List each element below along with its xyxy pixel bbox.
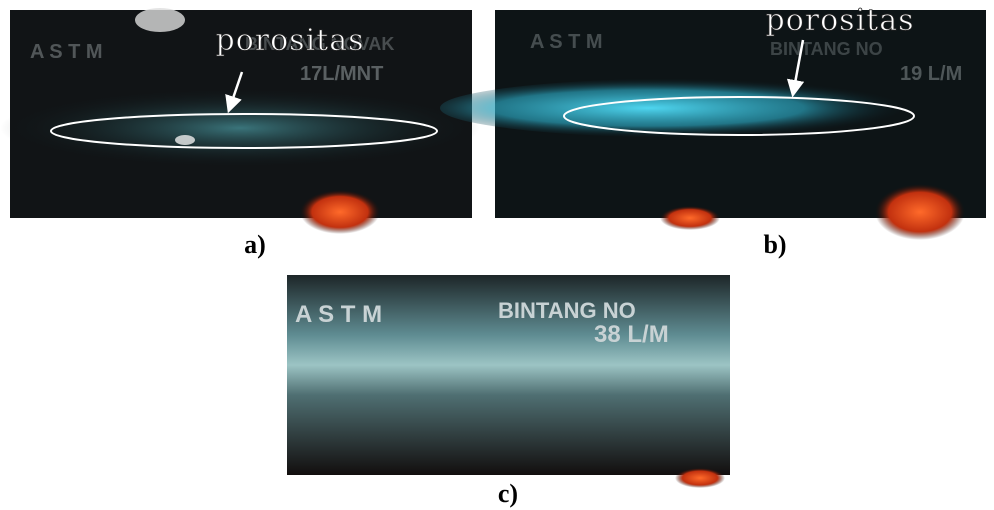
photo-text: A S T M [530, 31, 603, 53]
photo-text: 17L/MNT [300, 63, 383, 85]
light-spot [675, 468, 725, 488]
photo-text: 38 L/M [594, 321, 669, 348]
photo-text: A S T M [295, 301, 382, 328]
page: {"panels": [ {"label": "a)", "annotation… [0, 0, 994, 510]
light-spot [300, 190, 380, 234]
glare [175, 135, 195, 145]
photo-text: BINTANG NO [770, 39, 883, 59]
annotation: porositas [216, 23, 365, 58]
panel-a: A S T M BINTANG NOVAK 17L/MNT porositas [0, 8, 480, 234]
panel-b: A S T M BINTANG NO 19 L/M porositas [440, 3, 986, 240]
figure: A S T M BINTANG NOVAK 17L/MNT porositas … [0, 0, 994, 510]
light-spot [875, 184, 965, 240]
panel-label: a) [244, 230, 266, 259]
photo-text: A S T M [30, 41, 103, 63]
photo-text: 19 L/M [900, 63, 962, 85]
panel-label: b) [763, 230, 786, 259]
glare [135, 8, 185, 32]
light-spot [660, 206, 720, 230]
annotation: porositas [766, 3, 915, 38]
weld-glow [0, 88, 480, 168]
panel-c: A S T M BINTANG NO 38 L/M [287, 275, 730, 488]
panel-label: c) [498, 479, 518, 508]
weld-glow [440, 78, 960, 138]
photo-text: BINTANG NO [498, 298, 636, 323]
